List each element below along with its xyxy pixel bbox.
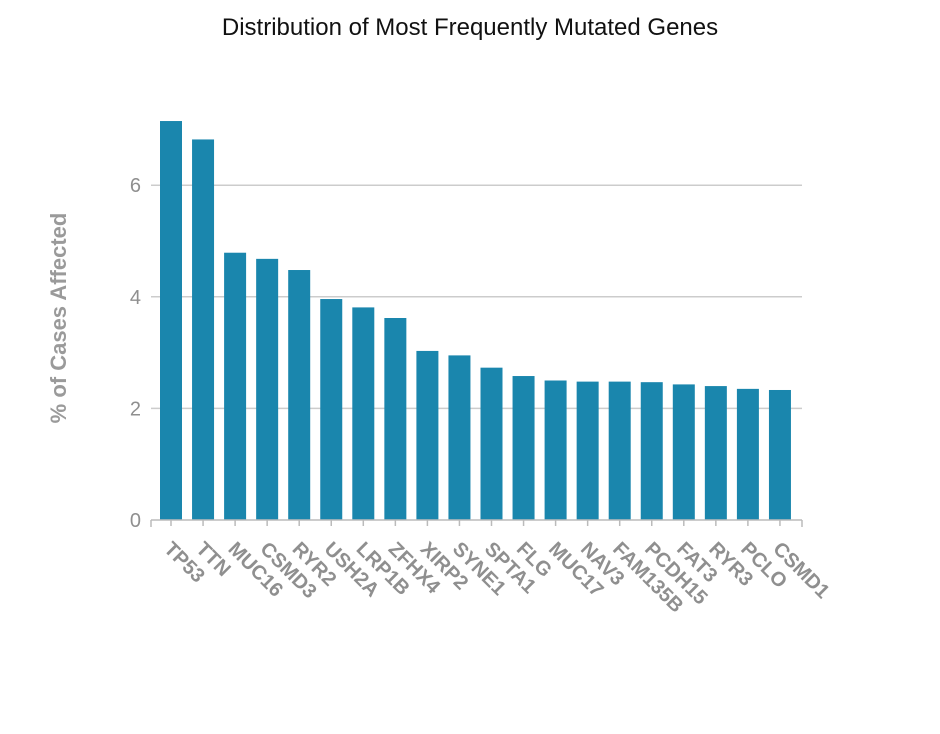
bar-xirp2	[416, 350, 439, 520]
bar-muc16	[224, 252, 247, 520]
y-tick-label: 6	[130, 175, 141, 197]
y-tick-label: 4	[130, 287, 141, 309]
bar-csmd1	[768, 389, 791, 520]
bar-tp53	[160, 121, 182, 520]
bar-spta1	[480, 367, 503, 520]
bar-pclo	[736, 388, 759, 520]
bar-ryr2	[288, 270, 311, 520]
bar-lrp1b	[352, 307, 375, 520]
bar-muc17	[544, 380, 567, 520]
bar-fam135b	[608, 381, 631, 520]
bar-csmd3	[256, 258, 279, 520]
bar-ush2a	[320, 299, 343, 520]
bar-pcdh15	[640, 382, 663, 520]
bar-flg	[512, 376, 535, 520]
bar-syne1	[448, 355, 471, 520]
bar-zfhx4	[384, 318, 407, 520]
bar-fat3	[672, 384, 695, 520]
y-tick-label: 0	[130, 510, 141, 532]
chart-title: Distribution of Most Frequently Mutated …	[221, 14, 719, 41]
bar-ttn	[192, 139, 215, 520]
bar-ryr3	[704, 386, 727, 520]
bar-nav3	[576, 381, 599, 520]
y-tick-label: 2	[130, 398, 141, 420]
